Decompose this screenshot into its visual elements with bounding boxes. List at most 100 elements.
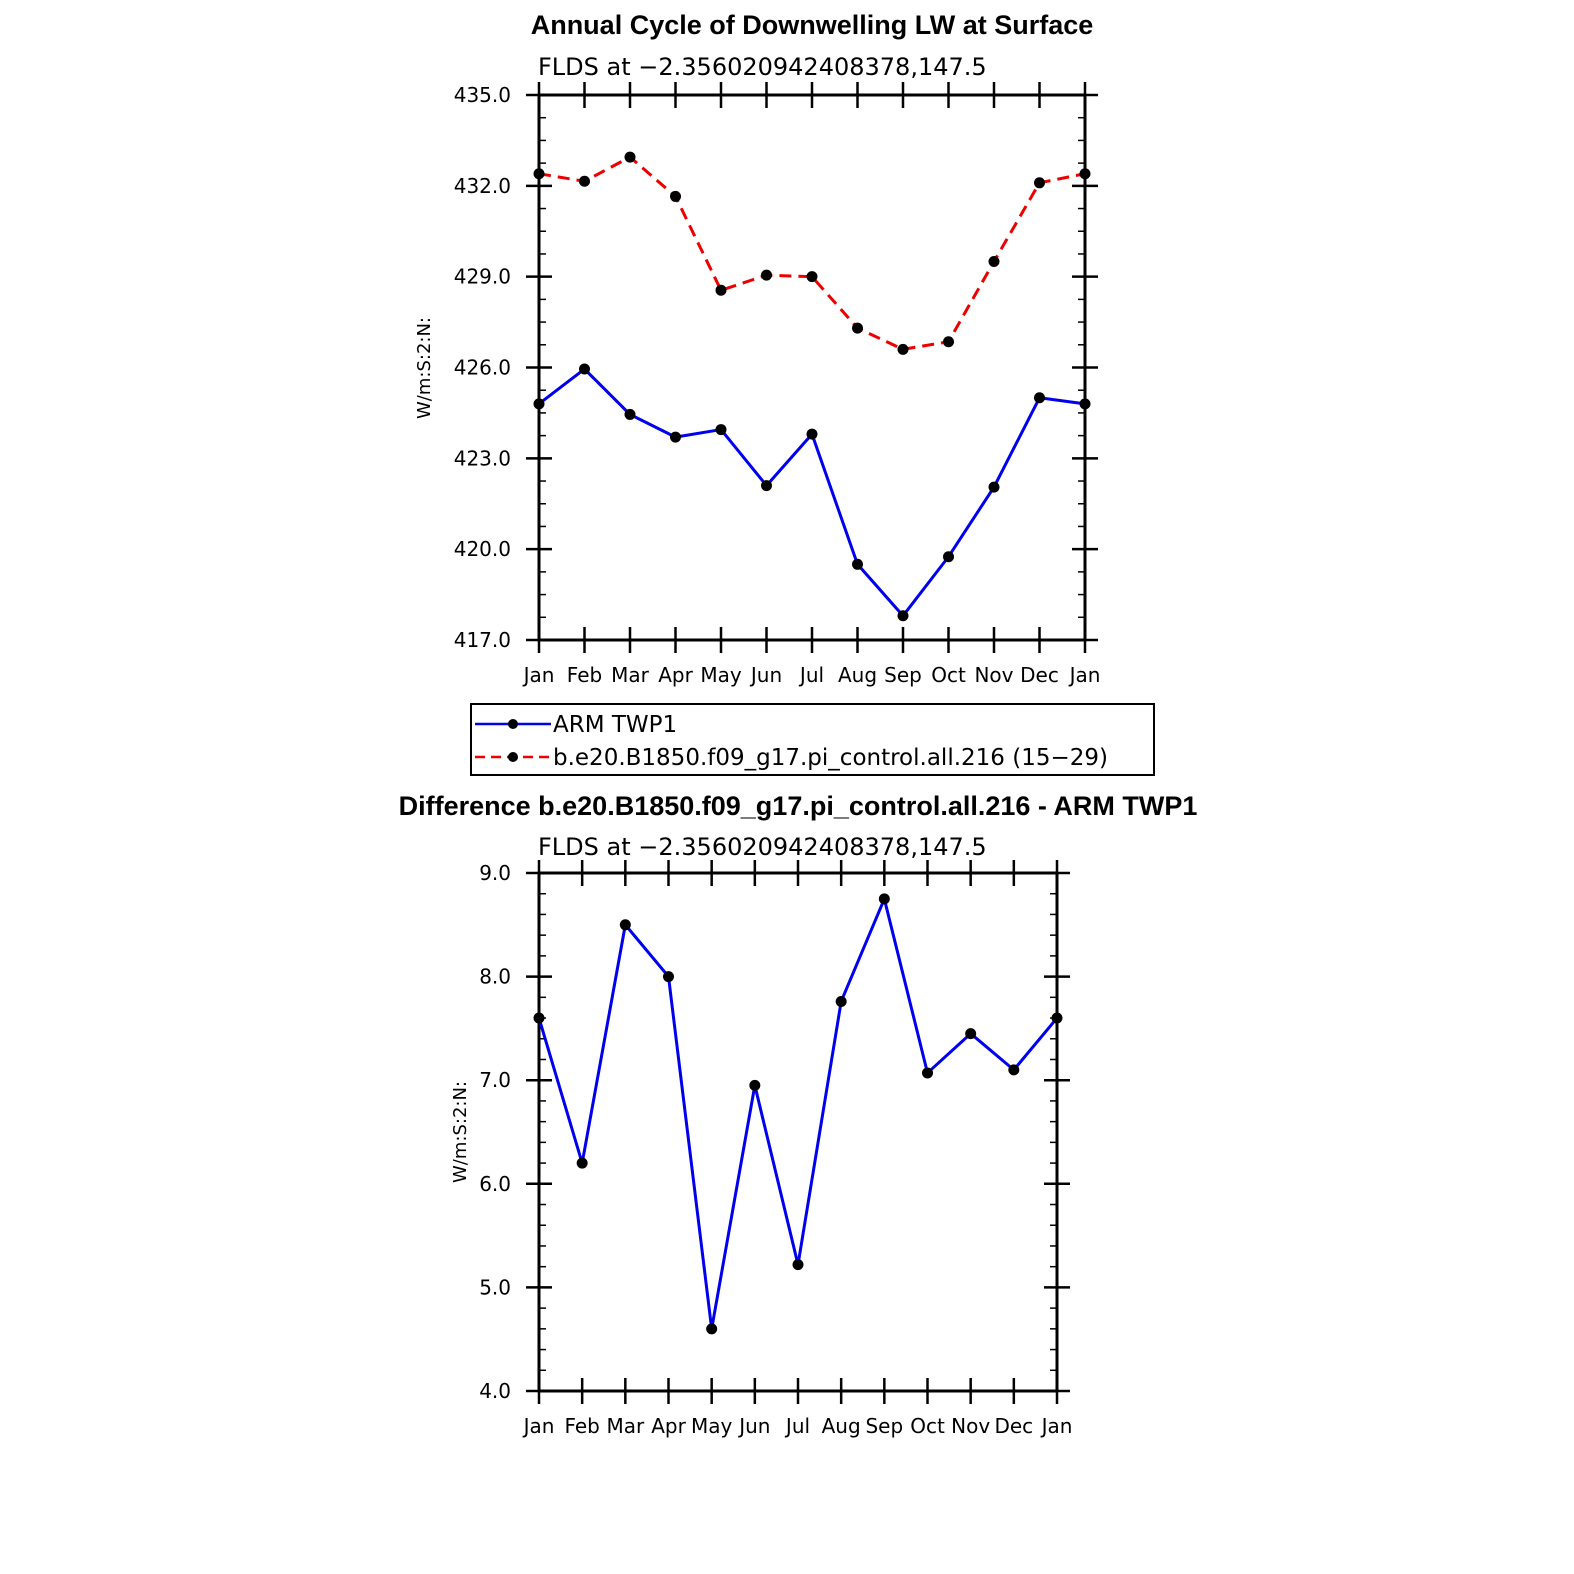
x-tick-label: Apr — [658, 663, 693, 687]
x-tick-label: Mar — [611, 663, 650, 687]
legend-label: b.e20.B1850.f09_g17.pi_control.all.216 (… — [553, 745, 1108, 771]
data-point — [878, 893, 890, 905]
legend-swatch-marker — [508, 752, 518, 762]
data-point — [706, 1323, 718, 1335]
data-point — [1051, 1012, 1063, 1024]
y-tick-label: 432.0 — [454, 174, 511, 198]
data-point — [1079, 168, 1091, 180]
data-point — [1008, 1064, 1020, 1076]
x-tick-label: Jun — [749, 663, 782, 687]
plot-area: 4.0 5.0 6.0 7.0 8.0 9.0 Jan Feb Mar Apr May Jun Jul A… — [479, 860, 1072, 1438]
chart-title: Difference b.e20.B1850.f09_g17.pi_contro… — [399, 791, 1198, 821]
x-tick-label: May — [691, 1414, 733, 1438]
data-point — [897, 343, 909, 355]
y-tick-label: 417.0 — [454, 628, 511, 652]
series-line — [538, 367, 1086, 618]
data-point — [792, 1259, 804, 1271]
data-point — [988, 256, 1000, 268]
data-point — [715, 284, 727, 296]
data-point — [670, 431, 681, 443]
y-tick-label: 429.0 — [454, 265, 511, 289]
data-point — [988, 481, 1000, 493]
legend: ARM TWP1 b.e20.B1850.f09_g17.pi_control.… — [470, 703, 1155, 776]
data-point — [965, 1028, 977, 1040]
axis-frame — [537, 871, 1059, 1393]
x-tick-label: Feb — [564, 1414, 599, 1438]
axis-frame — [537, 93, 1087, 642]
x-tick-label: Mar — [606, 1414, 645, 1438]
data-point — [624, 151, 636, 163]
x-tick-label: Nov — [951, 1414, 990, 1438]
y-tick-label: 5.0 — [479, 1275, 511, 1299]
data-point — [576, 1157, 588, 1169]
chart-title: Annual Cycle of Downwelling LW at Surfac… — [531, 10, 1094, 40]
x-tick-label: Dec — [994, 1414, 1033, 1438]
data-point — [1034, 392, 1045, 404]
series-line — [538, 155, 1086, 351]
x-tick-label: May — [700, 663, 742, 687]
data-point — [1079, 398, 1091, 410]
data-point — [806, 428, 818, 440]
y-tick-label: 435.0 — [454, 83, 511, 107]
x-tick-label: Apr — [651, 1414, 686, 1438]
plot-area: 417.0 420.0 423.0 426.0 429.0 432.0 435.0 Jan Fe… — [454, 82, 1101, 687]
y-axis-label: W/m:S:2:N: — [450, 1081, 471, 1183]
data-point — [806, 271, 818, 283]
legend-label: ARM TWP1 — [553, 712, 677, 738]
y-tick-label: 423.0 — [454, 446, 511, 470]
x-tick-label: Jan — [522, 1414, 555, 1438]
data-point — [943, 336, 954, 348]
x-tick-label: Oct — [910, 1414, 945, 1438]
legend-box — [470, 703, 1155, 776]
data-point — [761, 480, 772, 492]
difference-chart: Difference b.e20.B1850.f09_g17.pi_contro… — [399, 791, 1198, 1438]
data-point — [663, 971, 674, 983]
x-tick-label: Jul — [798, 663, 824, 687]
x-tick-label: Dec — [1020, 663, 1059, 687]
x-tick-label: Jan — [522, 663, 555, 687]
y-tick-label: 9.0 — [479, 861, 511, 885]
legend-entry-model: b.e20.B1850.f09_g17.pi_control.all.216 (… — [475, 745, 1108, 771]
y-axis-label: W/m:S:2:N: — [414, 317, 435, 419]
data-point — [670, 190, 681, 202]
x-tick-label: Jan — [1040, 1414, 1073, 1438]
x-tick-label: Aug — [822, 1414, 861, 1438]
data-point — [835, 995, 847, 1007]
y-tick-label: 6.0 — [479, 1172, 511, 1196]
data-point — [1034, 177, 1045, 189]
data-point — [715, 424, 727, 436]
y-tick-label: 420.0 — [454, 537, 511, 561]
data-point — [749, 1079, 761, 1091]
y-tick-label: 4.0 — [479, 1379, 511, 1403]
data-point — [533, 1012, 545, 1024]
x-tick-label: Oct — [931, 663, 966, 687]
chart-subtitle: FLDS at −2.356020942408378,147.5 — [538, 53, 987, 81]
data-point — [579, 175, 590, 187]
data-point — [852, 558, 863, 570]
data-point — [852, 322, 863, 334]
x-tick-label: Jul — [784, 1414, 810, 1438]
data-point — [943, 551, 954, 563]
data-point — [533, 168, 545, 180]
y-tick-label: 7.0 — [479, 1068, 511, 1092]
data-point — [897, 610, 909, 622]
y-tick-label: 426.0 — [454, 356, 511, 380]
x-tick-label: Jun — [737, 1414, 770, 1438]
legend-entry-arm-twp1: ARM TWP1 — [475, 712, 677, 738]
x-tick-label: Jan — [1068, 663, 1101, 687]
x-tick-label: Feb — [567, 663, 602, 687]
data-point — [579, 363, 590, 375]
data-point — [922, 1067, 933, 1079]
data-point — [533, 398, 545, 410]
chart-subtitle: FLDS at −2.356020942408378,147.5 — [538, 833, 987, 861]
x-tick-label: Aug — [838, 663, 877, 687]
x-tick-label: Sep — [865, 1414, 903, 1438]
data-point — [619, 919, 631, 931]
legend-swatch-marker — [508, 719, 518, 729]
data-point — [624, 408, 636, 420]
x-tick-label: Sep — [884, 663, 922, 687]
annual-cycle-chart: Annual Cycle of Downwelling LW at Surfac… — [414, 10, 1100, 687]
x-tick-label: Nov — [974, 663, 1013, 687]
data-point — [761, 269, 772, 281]
